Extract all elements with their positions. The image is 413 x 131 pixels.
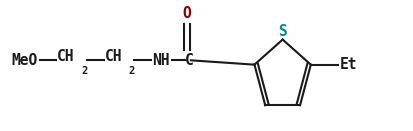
Text: CH: CH (104, 49, 122, 64)
Text: 2: 2 (81, 66, 87, 76)
Text: C: C (185, 53, 193, 68)
Text: NH: NH (152, 53, 169, 68)
Text: MeO: MeO (11, 53, 37, 68)
Text: Et: Et (339, 57, 357, 72)
Text: CH: CH (57, 49, 75, 64)
Text: O: O (183, 6, 192, 21)
Text: 2: 2 (128, 66, 135, 76)
Text: S: S (278, 24, 287, 39)
